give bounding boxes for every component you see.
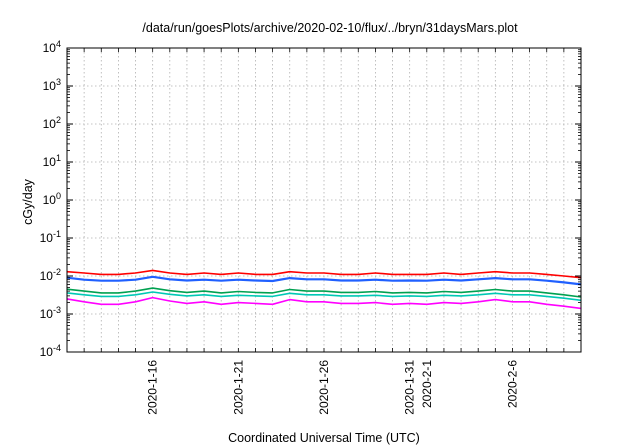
y-tick-label: 104	[43, 39, 61, 55]
y-tick-label: 10-2	[40, 267, 61, 283]
plot-frame	[66, 47, 582, 353]
series-line-3	[66, 287, 582, 298]
y-tick-label: 103	[43, 77, 61, 93]
x-tick-label: 2020-2-1	[420, 360, 434, 408]
grid-lines	[67, 48, 581, 352]
x-axis-title: Coordinated Universal Time (UTC)	[228, 431, 420, 445]
x-tick-label: 2020-1-21	[231, 360, 245, 415]
x-tick-label: 2020-1-31	[403, 360, 417, 415]
series-line-4	[66, 291, 582, 302]
y-tick-label: 101	[43, 153, 61, 169]
series-line-2	[66, 275, 582, 286]
y-tick-label: 10-3	[40, 305, 61, 321]
y-tick-label: 10-1	[40, 229, 61, 245]
series-line-5	[66, 296, 582, 310]
x-tick-label: 2020-1-16	[146, 360, 160, 415]
chart-title: /data/run/goesPlots/archive/2020-02-10/f…	[142, 21, 518, 35]
y-tick-label: 10-4	[40, 343, 61, 359]
series-line-1	[66, 269, 582, 279]
x-tick-label: 2020-2-6	[505, 360, 519, 408]
y-axis-title: cGy/day	[21, 178, 35, 225]
x-tick-label: 2020-1-26	[317, 360, 331, 415]
axis-ticks: 104 103 102 101 100 10-1 10-2 10-3 10-4 2020-1-16…	[40, 39, 581, 415]
y-tick-label: 100	[43, 191, 61, 207]
y-tick-label: 102	[43, 115, 61, 131]
series-lines	[66, 269, 582, 310]
